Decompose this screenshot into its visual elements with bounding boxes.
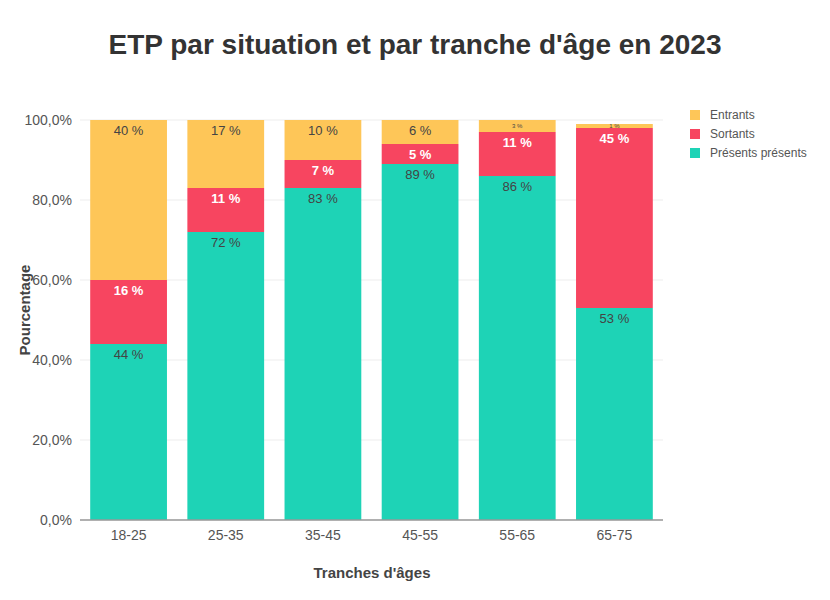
- grid-line: [80, 200, 663, 201]
- data-label: 6 %: [409, 123, 432, 138]
- bar-segment: [285, 120, 362, 160]
- x-axis: [80, 519, 663, 521]
- bar-segment: [382, 144, 459, 164]
- data-label: 86 %: [502, 179, 532, 194]
- data-label: 83 %: [308, 191, 338, 206]
- y-tick-label: 80,0%: [32, 192, 72, 208]
- grid-line: [80, 360, 663, 361]
- data-label: 11 %: [503, 135, 532, 150]
- x-tick-label: 25-35: [208, 527, 244, 543]
- y-tick-label: 60,0%: [32, 272, 72, 288]
- bar-segment: [576, 128, 653, 308]
- data-label: 40 %: [114, 123, 144, 138]
- y-axis-title: Pourcentage: [16, 265, 33, 356]
- legend-label: Présents présents: [710, 146, 807, 160]
- bar-segment: [479, 132, 556, 176]
- data-label: 3 %: [512, 123, 523, 129]
- grid-line: [80, 120, 663, 121]
- grid-line: [80, 280, 663, 281]
- bar-segment: [576, 124, 653, 128]
- bar-segment: [479, 120, 556, 132]
- bar-segment: [90, 280, 167, 344]
- legend: Entrants Sortants Présents présents: [690, 108, 807, 160]
- x-axis-title: Tranches d'âges: [314, 564, 431, 581]
- x-tick-label: 65-75: [597, 527, 633, 543]
- data-label: 44 %: [114, 347, 144, 362]
- bar-segment: [187, 188, 264, 232]
- legend-swatch: [690, 148, 700, 158]
- bar-segment: [479, 176, 556, 520]
- data-label: 16 %: [114, 283, 144, 298]
- bar-segment: [285, 160, 362, 188]
- bar-segment: [285, 188, 362, 520]
- data-label: 1 %: [609, 123, 620, 129]
- data-label: 53 %: [600, 311, 630, 326]
- y-tick-label: 20,0%: [32, 432, 72, 448]
- data-label: 89 %: [405, 167, 435, 182]
- grid-line: [80, 520, 663, 521]
- bar-segment: [187, 120, 264, 188]
- data-label: 11 %: [211, 191, 240, 206]
- legend-label: Entrants: [710, 108, 755, 122]
- data-label: 10 %: [308, 123, 338, 138]
- title: ETP par situation et par tranche d'âge e…: [108, 29, 721, 60]
- x-tick-label: 35-45: [305, 527, 341, 543]
- grid: [80, 120, 663, 520]
- legend-swatch: [690, 129, 700, 139]
- y-tick-label: 0,0%: [40, 512, 72, 528]
- data-labels: 44 % 16 % 40 % 72 % 11 % 17 % 83 % 7 % 10 % 89 % 5…: [114, 123, 630, 362]
- bar-segment: [382, 120, 459, 144]
- data-label: 45 %: [600, 131, 630, 146]
- bar-segment: [187, 232, 264, 520]
- bar-segment: [90, 120, 167, 280]
- x-tick-label: 55-65: [499, 527, 535, 543]
- bar-segment: [382, 164, 459, 520]
- x-tick-label: 45-55: [402, 527, 438, 543]
- x-tick-label: 18-25: [111, 527, 147, 543]
- grid-line: [80, 440, 663, 441]
- y-tick-label: 100,0%: [25, 112, 72, 128]
- data-label: 17 %: [211, 123, 241, 138]
- legend-label: Sortants: [710, 127, 755, 141]
- bars: [90, 120, 653, 520]
- legend-swatch: [690, 110, 700, 120]
- bar-segment: [576, 308, 653, 520]
- data-label: 5 %: [409, 147, 432, 162]
- chart: ETP par situation et par tranche d'âge e…: [0, 0, 830, 600]
- data-label: 7 %: [312, 163, 335, 178]
- y-tick-label: 40,0%: [32, 352, 72, 368]
- bar-segment: [90, 344, 167, 520]
- data-label: 72 %: [211, 235, 241, 250]
